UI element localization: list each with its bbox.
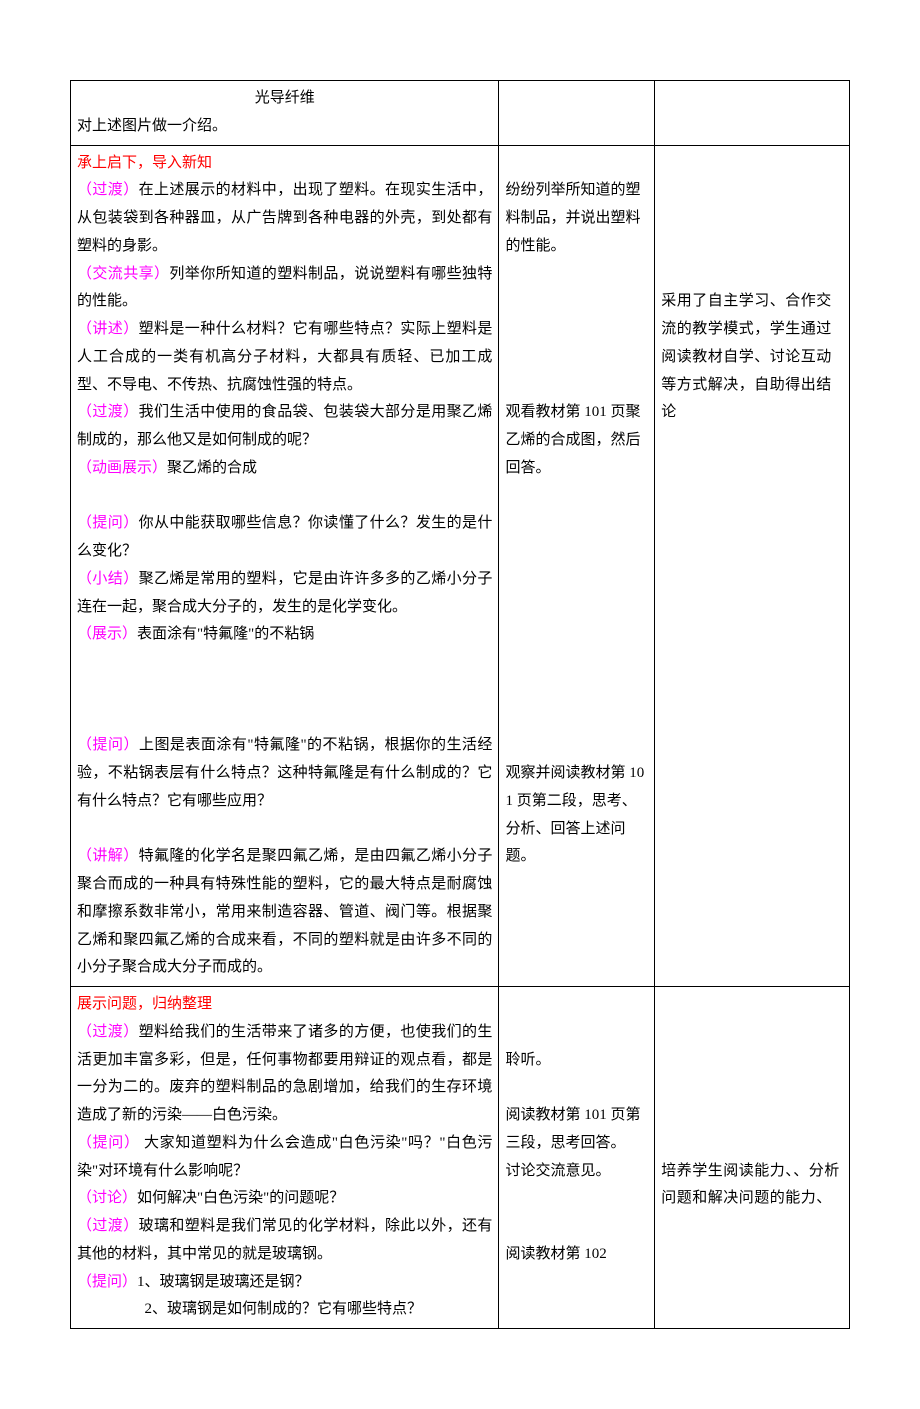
text-body: 我们生活中使用的食品袋、包装袋大部分是用聚乙烯制成的，那么他又是如何制成的呢？ [77, 404, 492, 448]
text-line: 光导纤维 [77, 85, 492, 113]
text-body: 采用了自主学习、合作交流的教学模式，学生通过阅读教材自学、讨论互动等方式解决，自… [661, 288, 843, 427]
text-body: 你从中能获取哪些信息？你读懂了什么？发生的是什么变化？ [77, 515, 492, 559]
label-transition: （过渡） [77, 1218, 139, 1234]
lesson-plan-table: 光导纤维 对上述图片做一介绍。 承上启下，导入新知 （过渡）在上述展示的材料中，… [70, 80, 850, 1329]
text-body: 表面涂有"特氟隆"的不粘锅 [137, 626, 314, 642]
text-body: 塑料给我们的生活带来了诸多的方便，也使我们的生活更加丰富多彩，但是，任何事物都要… [77, 1024, 492, 1123]
cell-note [655, 81, 850, 146]
section-heading: 展示问题，归纳整理 [77, 996, 212, 1012]
cell-note: 采用了自主学习、合作交流的教学模式，学生通过阅读教材自学、讨论互动等方式解决，自… [655, 145, 850, 987]
label-question: （提问） [77, 1274, 137, 1290]
text-body: 1、玻璃钢是玻璃还是钢？ [137, 1274, 310, 1290]
table-row: 展示问题，归纳整理 （过渡）塑料给我们的生活带来了诸多的方便，也使我们的生活更加… [71, 987, 850, 1329]
text-body: 塑料是一种什么材料？它有哪些特点？实际上塑料是人工合成的一类有机高分子材料，大都… [77, 321, 492, 393]
table-row: 光导纤维 对上述图片做一介绍。 [71, 81, 850, 146]
text-body: 讨论交流意见。 [505, 1158, 648, 1186]
text-body: 聆听。 [505, 1047, 648, 1075]
cell-student [499, 81, 655, 146]
text-body: 聚乙烯的合成 [167, 460, 257, 476]
cell-activity: 承上启下，导入新知 （过渡）在上述展示的材料中，出现了塑料。在现实生活中，从包装… [71, 145, 499, 987]
label-question: （提问） [77, 515, 139, 531]
label-question: （提问） [77, 737, 139, 753]
label-discuss: （讨论） [77, 1190, 137, 1206]
text-body: 玻璃和塑料是我们常见的化学材料，除此以外，还有其他的材料，其中常见的就是玻璃钢。 [77, 1218, 492, 1262]
label-summary: （小结） [77, 571, 139, 587]
label-lecture: （讲述） [77, 321, 139, 337]
label-question: （提问） [77, 1135, 140, 1151]
text-line: 对上述图片做一介绍。 [77, 113, 492, 141]
text-body: 在上述展示的材料中，出现了塑料。在现实生活中，从包装袋到各种器皿，从广告牌到各种… [77, 182, 492, 254]
text-body: 阅读教材第 101 页第三段，思考回答。 [505, 1102, 648, 1158]
cell-activity: 光导纤维 对上述图片做一介绍。 [71, 81, 499, 146]
label-transition: （过渡） [77, 404, 139, 420]
cell-student: 纷纷列举所知道的塑料制品，并说出塑料的性能。 观看教材第 101 页聚乙烯的合成… [499, 145, 655, 987]
text-body: 2、玻璃钢是如何制成的？它有哪些特点？ [77, 1296, 492, 1324]
cell-activity: 展示问题，归纳整理 （过渡）塑料给我们的生活带来了诸多的方便，也使我们的生活更加… [71, 987, 499, 1329]
text-body: 培养学生阅读能力、、分析问题和解决问题的能力、 [661, 1158, 843, 1214]
label-explain: （讲解） [77, 848, 139, 864]
text-body: 观察并阅读教材第 101 页第二段，思考、分析、回答上述问题。 [505, 760, 648, 871]
cell-student: 聆听。 阅读教材第 101 页第三段，思考回答。 讨论交流意见。 阅读教材第 1… [499, 987, 655, 1329]
section-heading: 承上启下，导入新知 [77, 155, 212, 171]
text-body: 上图是表面涂有"特氟隆"的不粘锅，根据你的生活经验，不粘锅表层有什么特点？这种特… [77, 737, 492, 809]
text-body: 聚乙烯是常用的塑料，它是由许许多多的乙烯小分子连在一起，聚合成大分子的，发生的是… [77, 571, 492, 615]
text-body: 大家知道塑料为什么会造成"白色污染"吗？"白色污染"对环境有什么影响呢？ [77, 1135, 492, 1179]
text-body: 纷纷列举所知道的塑料制品，并说出塑料的性能。 [505, 177, 648, 260]
text-body: 如何解决"白色污染"的问题呢？ [137, 1190, 344, 1206]
label-animation: （动画展示） [77, 460, 167, 476]
label-transition: （过渡） [77, 182, 139, 198]
cell-note: 培养学生阅读能力、、分析问题和解决问题的能力、 [655, 987, 850, 1329]
label-show: （展示） [77, 626, 137, 642]
table-row: 承上启下，导入新知 （过渡）在上述展示的材料中，出现了塑料。在现实生活中，从包装… [71, 145, 850, 987]
label-share: （交流共享） [77, 266, 169, 282]
text-body: 特氟隆的化学名是聚四氟乙烯，是由四氟乙烯小分子聚合而成的一种具有特殊性能的塑料，… [77, 848, 492, 975]
text-body: 观看教材第 101 页聚乙烯的合成图，然后回答。 [505, 399, 648, 482]
text-body: 阅读教材第 102 [505, 1241, 648, 1269]
label-transition: （过渡） [77, 1024, 139, 1040]
